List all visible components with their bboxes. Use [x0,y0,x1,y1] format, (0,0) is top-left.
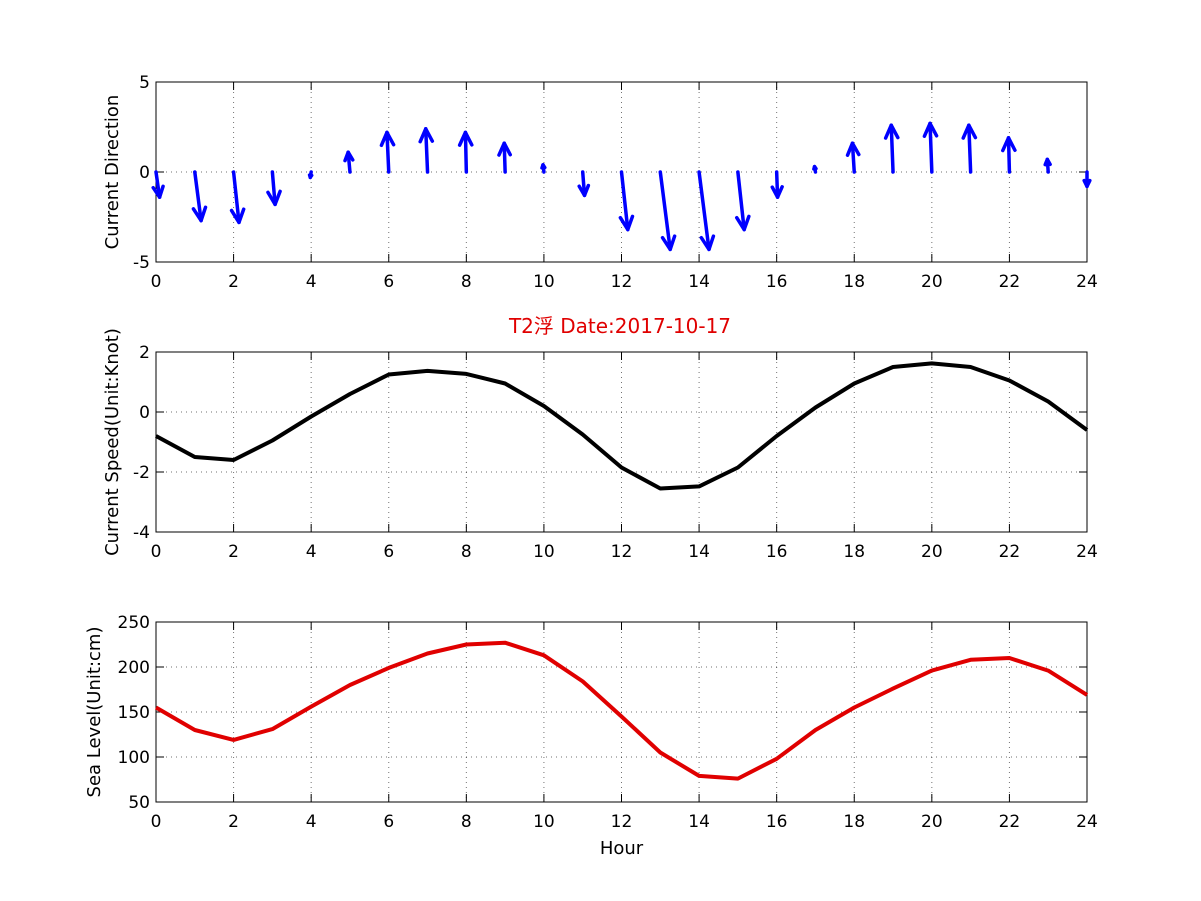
x-tick-label: 12 [611,812,633,832]
x-tick-label: 22 [999,542,1021,562]
x-tick-label: 6 [383,272,394,292]
x-tick-label: 20 [921,272,943,292]
direction-arrow [540,163,547,174]
x-tick-label: 10 [533,812,555,832]
direction-arrow [845,141,861,174]
x-tick-label: 0 [151,542,162,562]
direction-arrow [266,170,282,207]
x-tick-label: 18 [843,812,865,832]
x-tick-label: 16 [766,272,788,292]
y-tick-label: 100 [118,748,150,768]
x-tick-label: 2 [228,272,239,292]
x-tick-label: 0 [151,812,162,832]
x-tick-label: 6 [383,812,394,832]
x-tick-label: 2 [228,812,239,832]
x-tick-label: 4 [306,272,317,292]
x-tick-label: 14 [688,272,710,292]
direction-arrow [1082,170,1092,189]
direction-arrow [812,164,818,174]
direction-arrow [883,123,900,174]
x-tick-label: 16 [766,542,788,562]
y-tick-label: -2 [133,463,150,483]
x-tick-label: 12 [611,542,633,562]
x-tick-label: 10 [533,542,555,562]
x-tick-label: 4 [306,812,317,832]
y-tick-label: 150 [118,703,150,723]
x-tick-label: 12 [611,272,633,292]
y-tick-label: 50 [128,793,150,813]
direction-arrow [658,170,677,252]
direction-arrow [229,170,246,225]
x-tick-label: 4 [306,542,317,562]
x-tick-label: 24 [1076,812,1098,832]
x-tick-label: 22 [999,812,1021,832]
x-tick-label: 24 [1076,542,1098,562]
direction-arrow [191,170,208,223]
direction-arrow [922,121,939,174]
x-tick-label: 22 [999,272,1021,292]
figure-title: T2浮 Date:2017-10-17 [508,314,731,338]
direction-arrow [343,150,355,174]
x-tick-label: 2 [228,542,239,562]
x-tick-label: 14 [688,812,710,832]
y-tick-label: 2 [139,343,150,363]
y-tick-label: 250 [118,613,150,633]
direction-arrow [307,170,314,180]
direction-arrow [497,141,512,174]
x-tick-label: 18 [843,272,865,292]
x-tick-label: 16 [766,812,788,832]
x-tick-label: 18 [843,542,865,562]
y-tick-label: 200 [118,658,150,678]
direction-arrow [577,170,591,198]
x-tick-label: 6 [383,542,394,562]
direction-arrow [418,127,435,174]
x-tick-label: 10 [533,272,555,292]
x-tick-label: 8 [461,812,472,832]
direction-arrow [735,170,751,232]
y-axis-label: Current Speed(Unit:Knot) [102,328,123,556]
direction-arrow [961,123,978,174]
x-tick-label: 14 [688,542,710,562]
x-tick-label: 8 [461,542,472,562]
x-tick-label: 24 [1076,272,1098,292]
sealevel-line [154,640,1089,781]
direction-arrow [151,170,165,199]
y-axis-label: Sea Level(Unit:cm) [84,627,105,798]
x-tick-label: 8 [461,272,472,292]
direction-arrow [1001,136,1017,174]
direction-arrow [618,170,635,232]
direction-arrow [457,130,474,174]
direction-arrow [379,130,396,174]
x-tick-label: 20 [921,812,943,832]
y-tick-label: -4 [133,523,150,543]
y-tick-label: 0 [139,163,150,183]
direction-arrow [697,170,716,252]
y-tick-label: 5 [139,73,150,93]
x-tick-label: 0 [151,272,162,292]
y-axis-label: Current Direction [102,95,123,250]
x-tick-label: 20 [921,542,943,562]
y-tick-label: -5 [133,253,150,273]
y-tick-label: 0 [139,403,150,423]
direction-arrow [1043,157,1052,174]
direction-arrow [770,170,784,199]
x-axis-label: Hour [600,838,644,859]
